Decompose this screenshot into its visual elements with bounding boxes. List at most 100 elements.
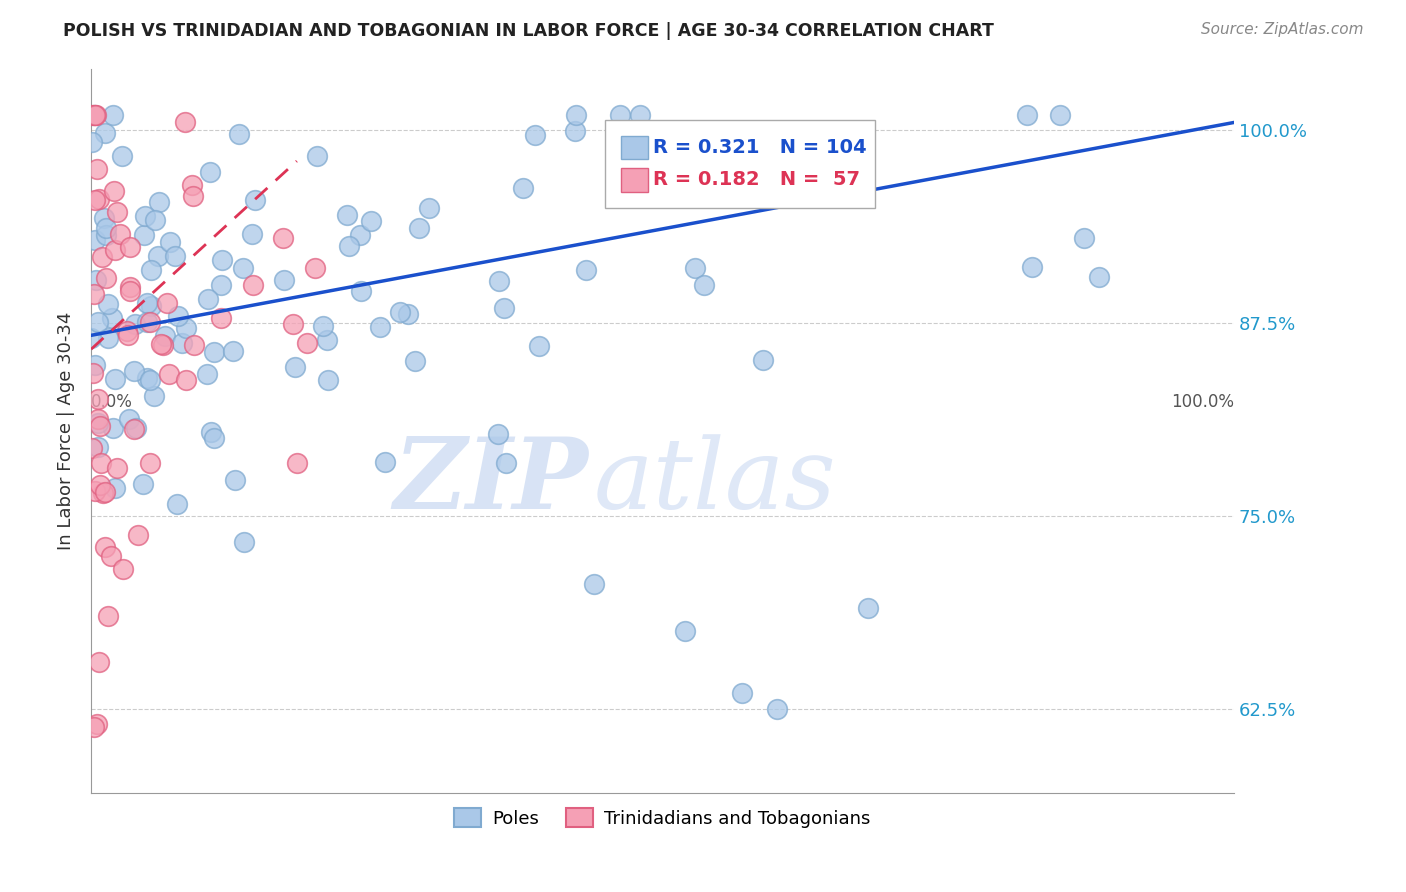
Text: 0.0%: 0.0% xyxy=(91,393,134,411)
Point xyxy=(765,701,787,715)
Point xyxy=(304,260,326,275)
Point xyxy=(118,240,141,254)
Point xyxy=(183,338,205,352)
Point xyxy=(135,371,157,385)
Point xyxy=(122,422,145,436)
Point xyxy=(118,412,141,426)
Point xyxy=(360,213,382,227)
Point xyxy=(80,108,103,122)
Point xyxy=(105,460,128,475)
Point xyxy=(165,249,187,263)
Point xyxy=(174,115,197,129)
Y-axis label: In Labor Force | Age 30-34: In Labor Force | Age 30-34 xyxy=(58,311,75,550)
Point xyxy=(80,331,103,345)
Point xyxy=(388,305,411,319)
Point xyxy=(564,123,586,137)
Point xyxy=(195,367,218,381)
Point xyxy=(127,528,149,542)
Point xyxy=(575,262,598,277)
Point xyxy=(495,456,517,470)
Point xyxy=(221,343,243,358)
Point xyxy=(84,194,107,208)
Point xyxy=(84,108,107,122)
Point xyxy=(132,476,155,491)
Point xyxy=(132,228,155,243)
Point xyxy=(492,301,515,315)
Text: ZIP: ZIP xyxy=(394,434,588,530)
Point xyxy=(751,353,773,368)
Point xyxy=(82,135,104,149)
Point xyxy=(94,271,117,285)
Point xyxy=(103,184,125,198)
Point xyxy=(1049,108,1071,122)
Text: Source: ZipAtlas.com: Source: ZipAtlas.com xyxy=(1201,22,1364,37)
Point xyxy=(228,127,250,141)
Point xyxy=(105,204,128,219)
Point xyxy=(152,338,174,352)
Point xyxy=(153,329,176,343)
Point xyxy=(243,193,266,207)
Point xyxy=(1088,270,1111,285)
Point xyxy=(118,279,141,293)
Point xyxy=(90,456,112,470)
Point xyxy=(856,601,879,615)
Point xyxy=(156,295,179,310)
Point xyxy=(176,320,198,334)
Point xyxy=(336,208,359,222)
Point xyxy=(673,624,696,639)
Point xyxy=(418,201,440,215)
Point xyxy=(108,227,131,241)
Point xyxy=(209,278,232,293)
Point xyxy=(83,286,105,301)
Point xyxy=(200,425,222,440)
Point xyxy=(134,209,156,223)
Point xyxy=(240,227,263,241)
Point xyxy=(628,108,651,122)
Point xyxy=(94,126,117,140)
Point xyxy=(143,212,166,227)
Point xyxy=(211,252,233,267)
Point xyxy=(87,315,110,329)
Point xyxy=(316,333,339,347)
Point xyxy=(111,149,134,163)
Point xyxy=(146,248,169,262)
Point xyxy=(374,455,396,469)
Point xyxy=(139,263,162,277)
Text: POLISH VS TRINIDADIAN AND TOBAGONIAN IN LABOR FORCE | AGE 30-34 CORRELATION CHAR: POLISH VS TRINIDADIAN AND TOBAGONIAN IN … xyxy=(63,22,994,40)
Point xyxy=(136,315,159,329)
Point xyxy=(305,149,328,163)
Point xyxy=(1015,108,1038,122)
Point xyxy=(84,108,107,122)
Point xyxy=(125,420,148,434)
Point xyxy=(337,238,360,252)
Point xyxy=(284,359,307,374)
Text: atlas: atlas xyxy=(593,434,837,529)
Point xyxy=(693,277,716,292)
Point xyxy=(91,485,114,500)
Point xyxy=(408,221,430,235)
Point xyxy=(101,311,124,326)
Point xyxy=(1073,230,1095,244)
Point xyxy=(370,320,392,334)
Point xyxy=(582,576,605,591)
Point xyxy=(181,188,204,202)
Point xyxy=(112,562,135,576)
Point xyxy=(166,497,188,511)
Point xyxy=(157,368,180,382)
Point xyxy=(136,295,159,310)
Point xyxy=(202,344,225,359)
Point xyxy=(86,392,108,406)
Point xyxy=(283,317,305,331)
Point xyxy=(527,339,550,353)
Point xyxy=(159,235,181,249)
Point xyxy=(523,128,546,143)
Point xyxy=(139,456,162,470)
Point xyxy=(202,431,225,445)
Point xyxy=(97,297,120,311)
Text: R = 0.182   N =  57: R = 0.182 N = 57 xyxy=(652,170,860,189)
Point xyxy=(103,421,125,435)
Point xyxy=(80,442,103,456)
Point xyxy=(232,260,254,275)
Point xyxy=(180,178,202,192)
Point xyxy=(124,317,146,331)
